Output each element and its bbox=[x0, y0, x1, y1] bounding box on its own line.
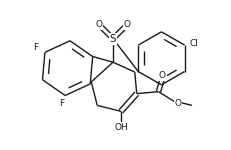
Text: OH: OH bbox=[114, 123, 128, 132]
Text: Cl: Cl bbox=[190, 39, 199, 48]
Text: O: O bbox=[175, 99, 182, 108]
Text: S: S bbox=[110, 34, 116, 44]
Text: O: O bbox=[96, 20, 103, 29]
Text: F: F bbox=[33, 43, 38, 52]
Text: F: F bbox=[59, 99, 64, 108]
Text: O: O bbox=[159, 72, 166, 81]
Text: O: O bbox=[123, 20, 130, 29]
